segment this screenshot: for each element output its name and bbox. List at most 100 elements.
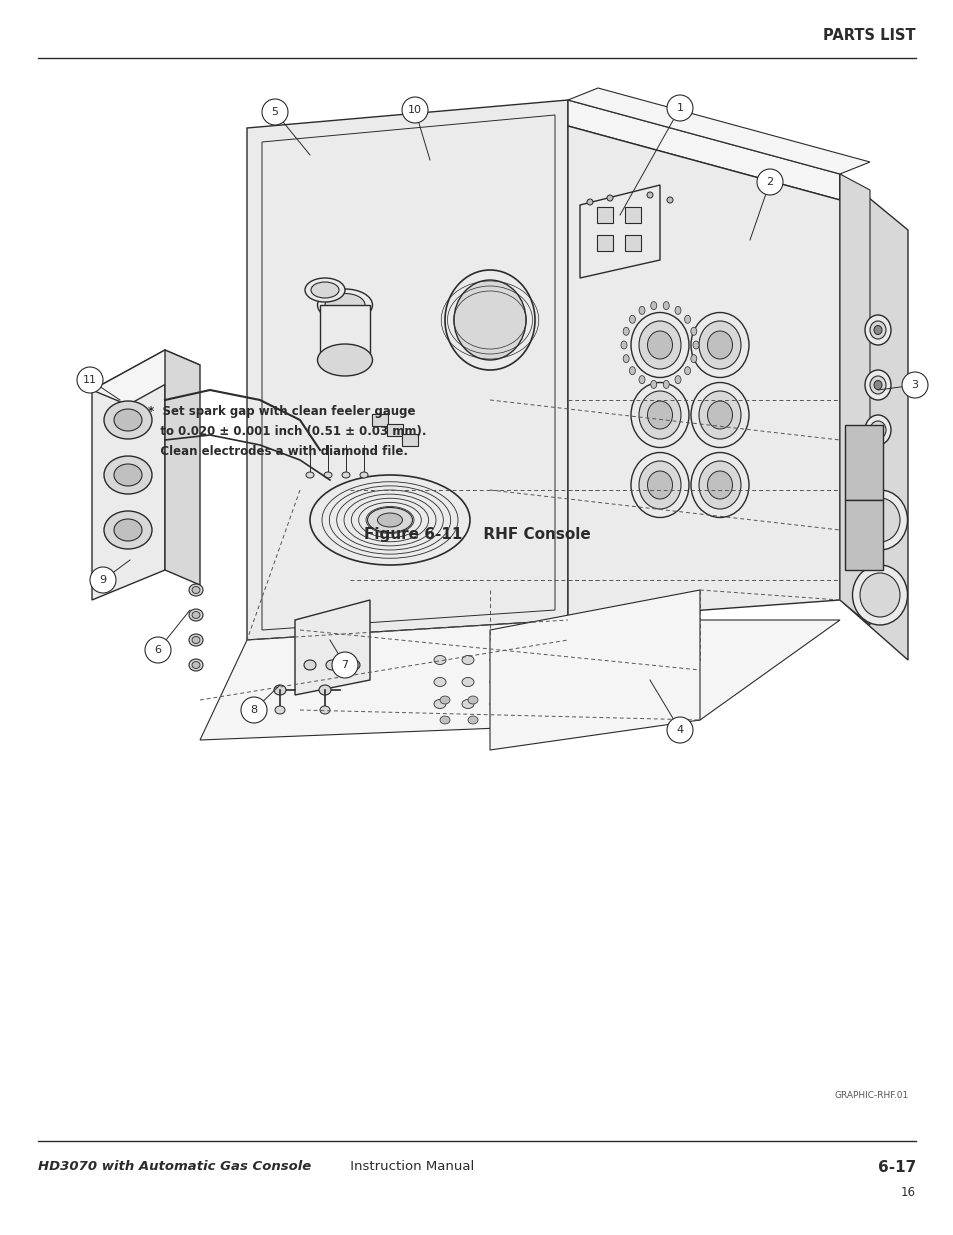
Ellipse shape [189,584,203,597]
Bar [624,235,640,251]
Ellipse shape [439,697,450,704]
Polygon shape [200,620,840,740]
Ellipse shape [864,370,890,400]
Ellipse shape [319,706,330,714]
Ellipse shape [192,587,200,594]
Ellipse shape [873,380,882,389]
Ellipse shape [675,375,680,384]
Text: PARTS LIST: PARTS LIST [822,27,915,42]
Polygon shape [247,100,567,640]
Circle shape [666,198,672,203]
Ellipse shape [690,327,696,336]
Ellipse shape [647,471,672,499]
Ellipse shape [690,312,748,378]
Ellipse shape [869,421,885,438]
Ellipse shape [274,706,285,714]
Ellipse shape [852,564,906,625]
Circle shape [332,652,357,678]
Text: 9: 9 [99,576,107,585]
Circle shape [646,191,652,198]
Text: HD3070 with Automatic Gas Console: HD3070 with Automatic Gas Console [38,1161,311,1173]
Polygon shape [840,174,869,625]
Ellipse shape [864,415,890,445]
Ellipse shape [630,312,688,378]
Text: 10: 10 [408,105,421,115]
Ellipse shape [690,452,748,517]
Ellipse shape [574,699,585,709]
Bar [624,207,640,224]
Text: 1: 1 [676,103,682,112]
Ellipse shape [852,490,906,550]
Bar [387,424,402,436]
Ellipse shape [113,464,142,487]
Ellipse shape [574,678,585,687]
Ellipse shape [639,461,680,509]
Ellipse shape [630,383,688,447]
Polygon shape [567,126,840,620]
Ellipse shape [579,716,589,724]
Text: GRAPHIC-RHF.01: GRAPHIC-RHF.01 [834,1091,908,1099]
Ellipse shape [629,367,635,374]
Ellipse shape [434,699,446,709]
Circle shape [401,98,428,124]
Ellipse shape [306,472,314,478]
Ellipse shape [692,341,699,350]
Ellipse shape [574,656,585,664]
Ellipse shape [310,475,470,564]
Ellipse shape [454,280,525,359]
Ellipse shape [434,656,446,664]
Ellipse shape [552,697,561,704]
Text: 6: 6 [154,645,161,655]
Ellipse shape [662,301,669,310]
Ellipse shape [318,685,331,695]
Text: to 0.020 ± 0.001 inch (0.51 ± 0.03 mm).: to 0.020 ± 0.001 inch (0.51 ± 0.03 mm). [148,425,426,438]
Polygon shape [567,100,840,200]
Ellipse shape [496,716,505,724]
Ellipse shape [639,306,644,315]
Ellipse shape [601,699,614,709]
Ellipse shape [699,391,740,438]
Text: Instruction Manual: Instruction Manual [346,1161,474,1173]
Polygon shape [840,174,907,659]
Ellipse shape [517,678,530,687]
Polygon shape [294,600,370,695]
Ellipse shape [274,685,286,695]
Ellipse shape [639,391,680,438]
Ellipse shape [189,634,203,646]
Ellipse shape [468,697,477,704]
Circle shape [77,367,103,393]
Ellipse shape [317,345,372,375]
Ellipse shape [434,678,446,687]
Ellipse shape [348,659,359,671]
Text: 16: 16 [900,1187,915,1199]
Circle shape [606,195,613,201]
Ellipse shape [113,409,142,431]
Circle shape [145,637,171,663]
Ellipse shape [104,401,152,438]
Ellipse shape [496,697,505,704]
Ellipse shape [629,315,635,324]
Ellipse shape [377,513,402,527]
Ellipse shape [650,301,656,310]
Ellipse shape [113,519,142,541]
Circle shape [241,697,267,722]
Ellipse shape [707,471,732,499]
Ellipse shape [326,659,337,671]
Ellipse shape [622,327,629,336]
Ellipse shape [873,426,882,435]
Polygon shape [91,350,200,405]
Ellipse shape [461,656,474,664]
Ellipse shape [359,472,368,478]
Ellipse shape [639,375,644,384]
Ellipse shape [639,321,680,369]
Ellipse shape [490,678,501,687]
Ellipse shape [317,289,372,321]
Polygon shape [490,590,700,750]
Ellipse shape [601,678,614,687]
Circle shape [586,199,593,205]
Text: 6-17: 6-17 [877,1160,915,1174]
Text: 2: 2 [765,177,773,186]
Ellipse shape [662,380,669,388]
Text: Figure 6-11    RHF Console: Figure 6-11 RHF Console [363,527,590,542]
Ellipse shape [675,306,680,315]
